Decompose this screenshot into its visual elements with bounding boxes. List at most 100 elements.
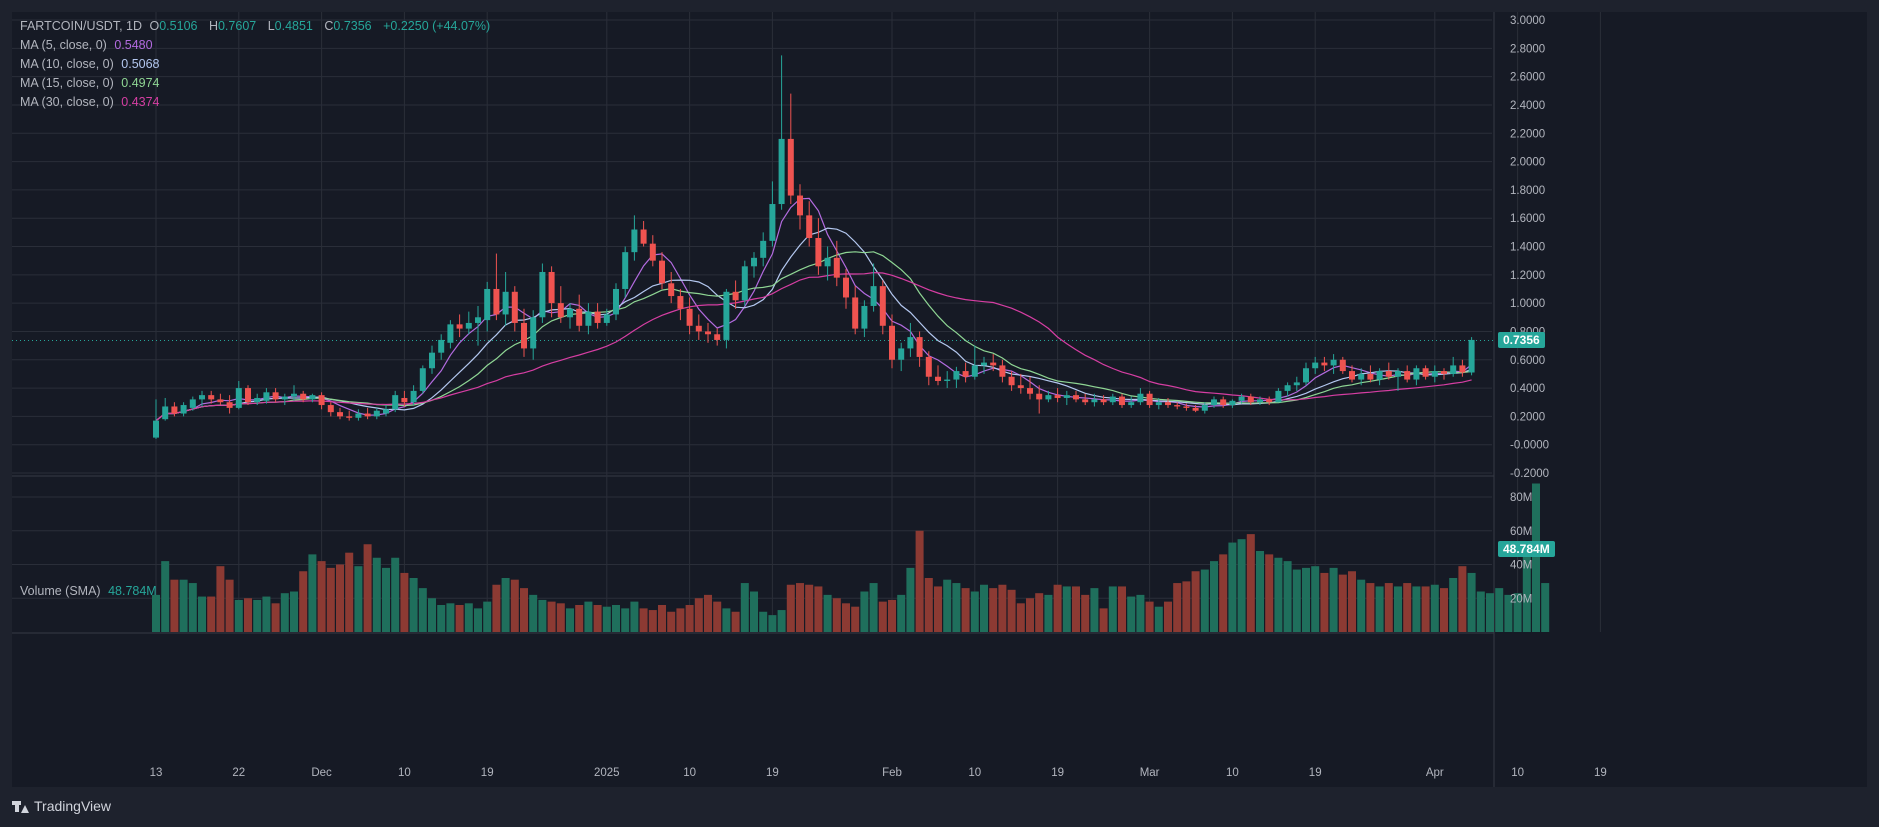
volume-bar (372, 557, 381, 632)
volume-tick-label: 40M (1510, 560, 1532, 572)
volume-bar (869, 583, 878, 632)
volume-bar (1182, 581, 1191, 632)
volume-bar (998, 584, 1007, 632)
price-tick-label: -0.0000 (1510, 440, 1549, 452)
candle-body (1183, 406, 1190, 408)
volume-bar (354, 566, 363, 632)
candle-body (916, 337, 923, 357)
candle-body (981, 362, 987, 366)
volume-bar (878, 601, 887, 632)
candle-body (843, 277, 849, 298)
volume-bar (556, 603, 565, 632)
candle-body (263, 392, 270, 401)
volume-bar (188, 583, 197, 632)
candle-body (925, 356, 932, 377)
candle-body (281, 396, 288, 400)
candle-body (1376, 371, 1383, 380)
time-tick-label: 19 (1309, 767, 1322, 779)
volume-value: 48.784M (108, 584, 157, 598)
price-tick-label: 1.4000 (1510, 242, 1545, 254)
volume-bar (1329, 567, 1338, 632)
volume-bar (1513, 593, 1522, 632)
volume-bar (299, 571, 308, 632)
volume-bar (1375, 586, 1384, 632)
price-tick-label: 1.6000 (1510, 213, 1545, 225)
volume-bar (842, 603, 850, 632)
volume-bar (1394, 586, 1402, 632)
candle-body (557, 303, 564, 318)
candle-body (410, 390, 417, 403)
candle-body (1266, 399, 1273, 403)
ma-5-row[interactable]: MA (5, close, 0) 0.5480 (20, 36, 494, 55)
volume-bar (161, 561, 170, 632)
volume-bar (980, 584, 988, 632)
volume-bar (1164, 601, 1172, 632)
volume-bar (952, 583, 961, 632)
volume-bar (391, 557, 400, 632)
candle-body (1238, 396, 1245, 401)
candle-body (1330, 359, 1337, 366)
candle-body (475, 317, 481, 323)
volume-bar (1384, 583, 1393, 632)
volume-bar (667, 611, 676, 632)
volume-bar (382, 567, 390, 632)
candle-body (309, 395, 316, 400)
candle-body (199, 395, 205, 400)
volume-bar (1292, 569, 1301, 632)
candle-body (1082, 399, 1089, 403)
candle-body (1155, 402, 1162, 406)
candle-body (1128, 402, 1135, 406)
volume-bar (455, 605, 464, 632)
volume-bar (575, 605, 584, 632)
candle-body (1441, 371, 1447, 374)
candle-body (162, 406, 169, 420)
ma-15-row[interactable]: MA (15, close, 0) 0.4974 (20, 74, 494, 93)
symbol-label[interactable]: FARTCOIN/USDT, 1D (20, 19, 143, 33)
candle-body (760, 240, 767, 258)
candle-body (1431, 371, 1438, 377)
candle-body (318, 395, 325, 406)
chart-frame[interactable]: 3.0000 2.8000 2.6000 2.4000 2.2000 2.0000 1.80… (12, 12, 1867, 787)
candle-body (153, 420, 159, 438)
volume-bar (1072, 586, 1080, 632)
tradingview-brand[interactable]: TradingView (12, 798, 111, 814)
price-tick-label: 1.2000 (1510, 270, 1545, 282)
volume-bar (1357, 579, 1366, 632)
volume-bar (1504, 594, 1513, 632)
volume-bar (400, 572, 409, 632)
volume-bar (612, 605, 620, 632)
price-tick-label: 1.8000 (1510, 185, 1545, 197)
price-tick-label: 3.0000 (1510, 15, 1545, 27)
candle-body (1174, 405, 1181, 407)
close-label: C (324, 19, 334, 33)
volume-bar (152, 594, 160, 632)
volume-bar (1476, 591, 1485, 632)
close-value: 0.7356 (333, 19, 372, 33)
candle-body (189, 399, 196, 408)
ma-10-row[interactable]: MA (10, close, 0) 0.5068 (20, 55, 494, 74)
volume-bar (345, 552, 354, 632)
ma-30-row[interactable]: MA (30, close, 0) 0.4374 (20, 93, 494, 112)
ma-10-label: MA (10, close, 0) (20, 57, 114, 71)
candle-body (732, 291, 739, 301)
volume-bar (1256, 551, 1264, 632)
candle-body (1293, 382, 1300, 386)
candle-body (935, 376, 941, 381)
volume-legend[interactable]: Volume (SMA) 48.784M (20, 582, 161, 601)
candle-body (401, 397, 408, 403)
candle-body (419, 368, 426, 391)
candle-body (180, 405, 187, 414)
axes: 3.0000 2.8000 2.6000 2.4000 2.2000 2.0000 1.80… (150, 15, 1607, 779)
volume-bar (934, 586, 942, 632)
volume-bar (1136, 594, 1145, 632)
price-tick-label: 1.0000 (1510, 298, 1545, 310)
price-tick-label: 2.6000 (1510, 72, 1545, 84)
volume-bar (363, 544, 372, 632)
volume-bar (1412, 586, 1421, 632)
candle-body (907, 337, 914, 349)
candle-body (852, 297, 859, 329)
volume-bar (906, 567, 915, 632)
candlestick-chart[interactable]: 3.0000 2.8000 2.6000 2.4000 2.2000 2.0000 1.80… (12, 12, 1867, 787)
candle-body (456, 324, 463, 329)
volume-bar (777, 610, 786, 632)
